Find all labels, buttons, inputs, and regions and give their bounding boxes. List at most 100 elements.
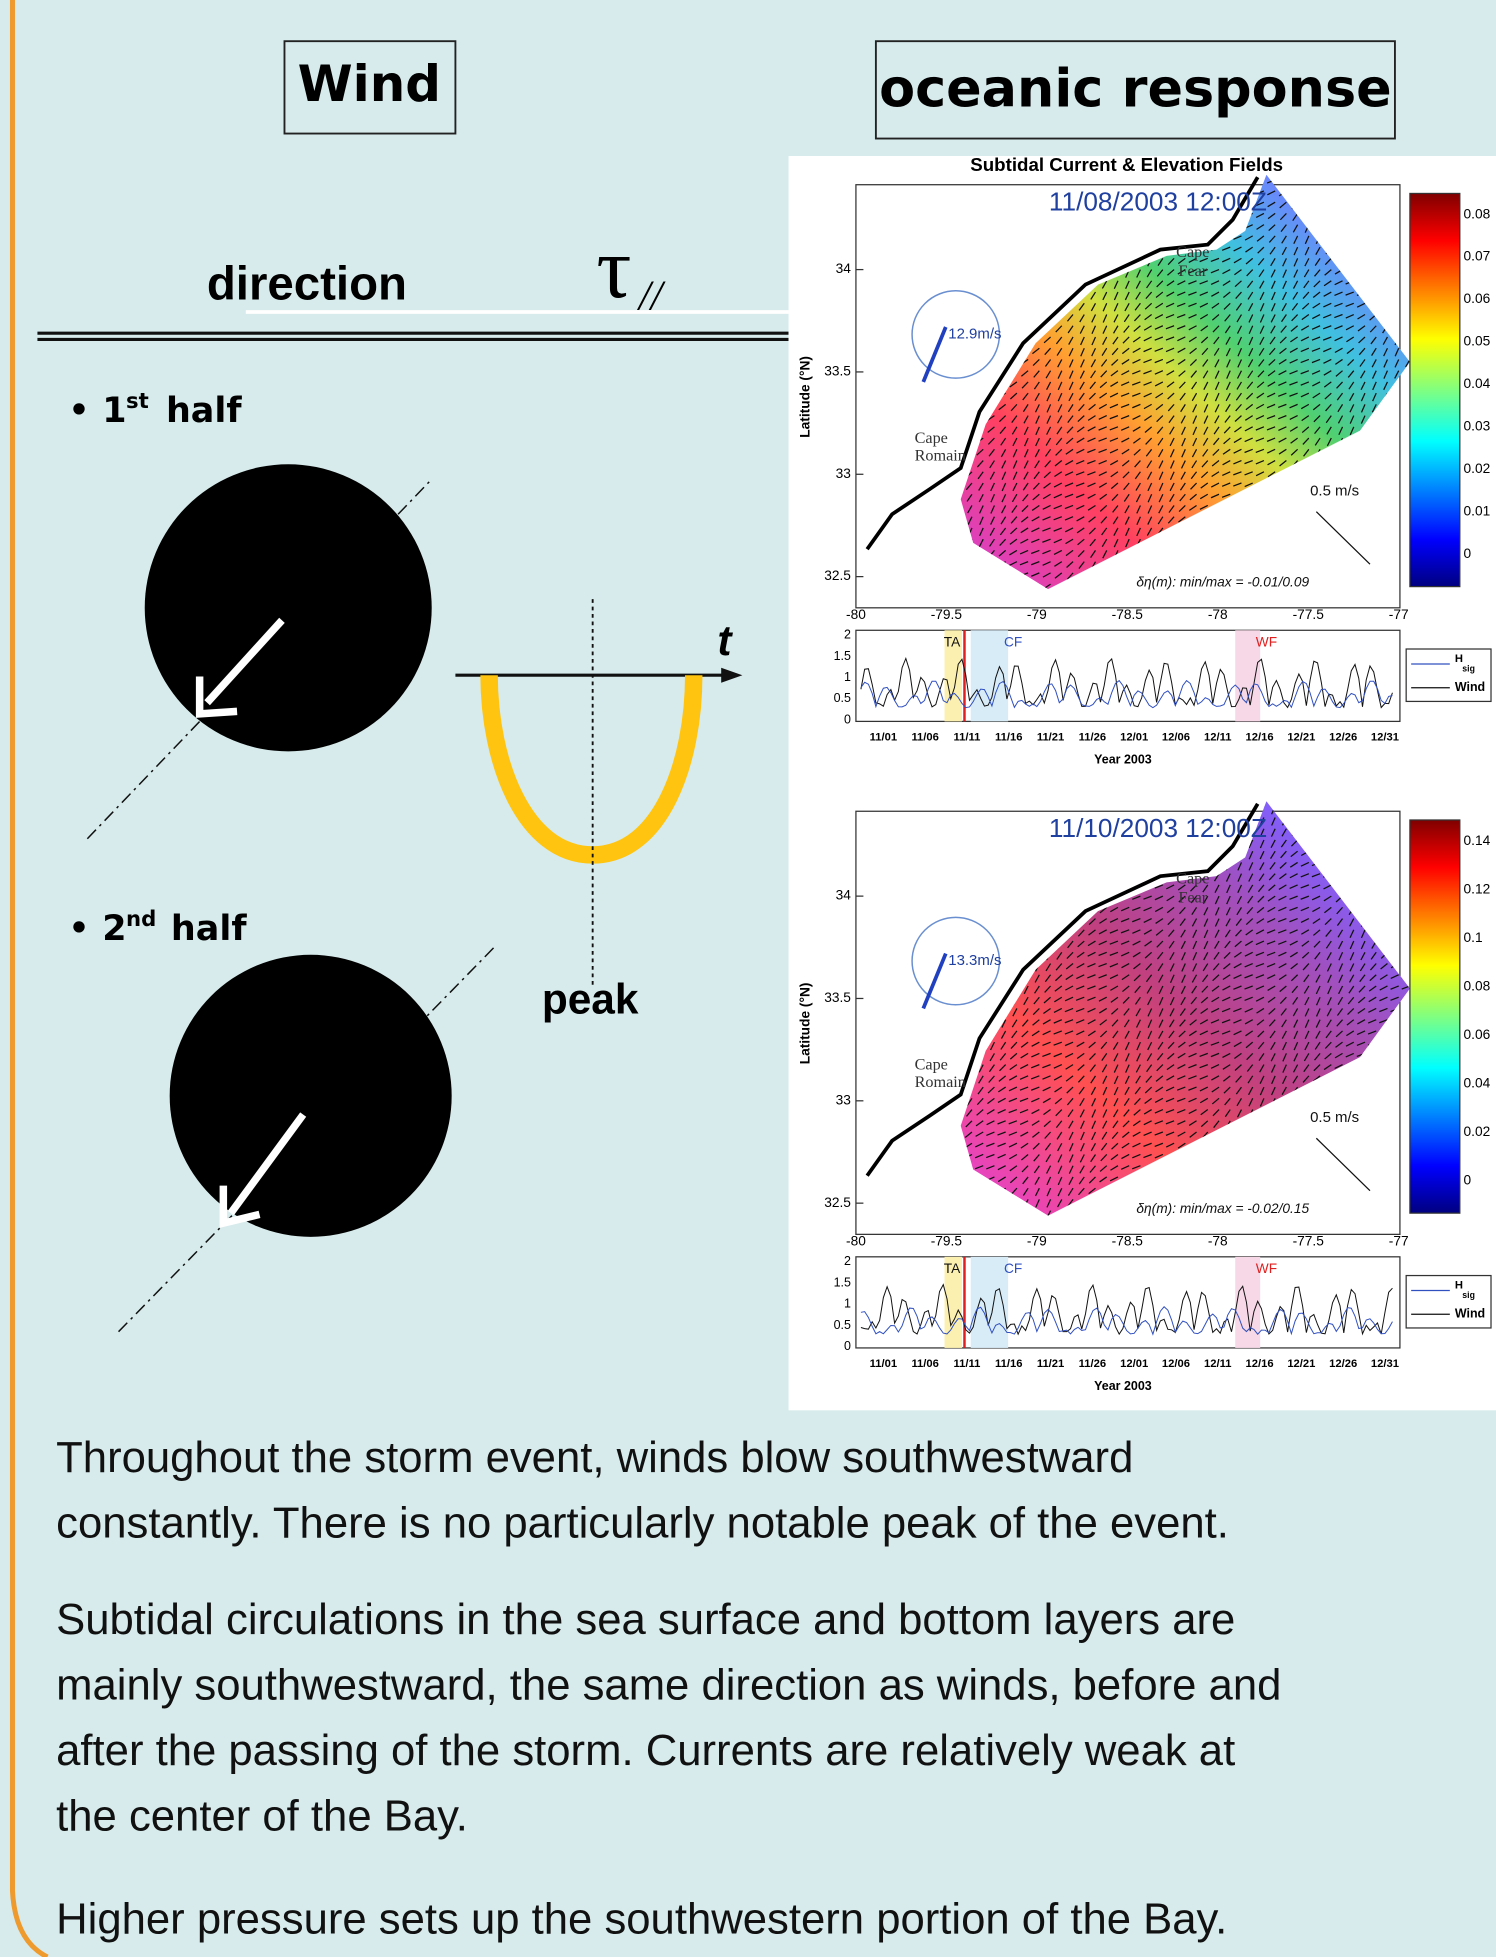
x-tick-label: 12/06 [1162,1358,1190,1370]
colorbar [1410,193,1460,586]
paragraph-line: after the passing of the storm. Currents… [56,1726,1235,1775]
x-tick-label: -77 [1389,607,1409,622]
timestamp: 11/08/2003 12:00Z [1049,186,1267,216]
paragraph-line: Throughout the storm event, winds blow s… [56,1433,1133,1482]
x-tick-label: 11/11 [954,1358,981,1370]
colorbar-label: 0.04 [1464,376,1491,391]
colorbar-label: 0.14 [1464,833,1491,848]
colorbar-label: 0.1 [1464,930,1483,945]
axis-title: Latitude (°N) [798,356,813,438]
colorbar-label: 0.02 [1464,1124,1491,1139]
x-tick-label: -79.5 [931,1233,963,1248]
y-tick-label: 33.5 [824,990,851,1005]
y-tick-label: 2 [844,628,851,642]
x-tick-label: 11/26 [1079,1358,1106,1370]
y-tick-label: 0.5 [834,691,851,705]
x-tick-label: 11/11 [954,732,981,744]
colorbar-label: 0 [1464,1172,1472,1187]
speed-label: 12.9m/s [948,325,1001,342]
x-tick-label: -79.5 [931,607,963,622]
x-tick-label: 11/01 [870,732,897,744]
wind-disk [145,464,432,751]
y-tick-label: 2 [844,1254,851,1268]
event-label: CF [1004,634,1022,649]
x-tick-label: 12/16 [1246,1358,1274,1370]
x-tick-label: 12/31 [1371,732,1399,744]
axis-label: t [717,617,733,664]
x-tick-label: -78 [1208,607,1228,622]
x-tick-label: 12/01 [1120,732,1148,744]
colorbar-label: 0.01 [1464,503,1491,518]
legend-label: Wind [1455,1307,1485,1321]
y-tick-label: 34 [836,261,852,276]
x-tick-label: 12/16 [1246,732,1274,744]
place-label: Cape [1176,243,1209,261]
colorbar-label: 0.08 [1464,978,1491,993]
event-label: TA [944,634,961,649]
place-label: Fear [1178,262,1207,280]
colorbar-label: 0.08 [1464,206,1491,221]
minmax-label: δη(m): min/max = -0.01/0.09 [1136,574,1309,589]
y-tick-label: 32.5 [824,1195,851,1210]
y-tick-label: 0.5 [834,1318,851,1332]
label: half [171,909,247,949]
colorbar-label: 0.07 [1464,249,1491,264]
y-tick-label: 33 [836,466,852,481]
x-tick-label: -79 [1027,1233,1047,1248]
place-label: Cape [1176,870,1209,888]
x-tick-label: -78.5 [1112,607,1144,622]
y-tick-label: 33.5 [824,364,851,379]
colorbar-label: 0 [1464,546,1472,561]
colorbar-label: 0.02 [1464,461,1491,476]
place-label: Romain [915,1073,966,1091]
x-tick-label: 12/26 [1329,1358,1357,1370]
x-tick-label: 12/21 [1287,1358,1315,1370]
axis-title: Year 2003 [1094,752,1152,766]
timestamp: 11/10/2003 12:00Z [1049,813,1267,843]
x-tick-label: 12/11 [1204,732,1231,744]
axis-title: Latitude (°N) [798,983,813,1065]
speed-label: 13.3m/s [948,952,1001,969]
event-label: TA [944,1261,961,1276]
colorbar-label: 0.05 [1464,334,1491,349]
x-tick-label: 12/11 [1204,1358,1231,1370]
x-tick-label: -78.5 [1112,1233,1144,1248]
x-tick-label: 12/01 [1120,1358,1148,1370]
paragraph-line: Higher pressure sets up the southwestern… [56,1895,1227,1944]
heading: oceanic response [879,58,1392,119]
x-tick-label: 11/16 [995,1358,1022,1370]
scale-label: 0.5 m/s [1310,483,1359,500]
colorbar-label: 0.06 [1464,291,1491,306]
event-label: WF [1256,634,1277,649]
x-tick-label: -78 [1208,1233,1228,1248]
arrow-head [721,668,742,683]
x-tick-label: 11/21 [1037,1358,1064,1370]
x-tick-label: 11/01 [870,1358,897,1370]
axis-title: Year 2003 [1094,1379,1152,1393]
y-tick-label: 33 [836,1092,852,1107]
timeseries-frame [856,630,1400,721]
y-tick-label: 1 [844,670,851,684]
place-label: Cape [915,1056,948,1074]
label: peak [542,975,639,1022]
paragraph-line: the center of the Bay. [56,1792,468,1841]
place-label: Fear [1178,888,1207,906]
bullet: • [69,391,90,429]
label: 2 [102,909,126,949]
legend-label: Wind [1455,680,1485,694]
place-label: Cape [915,429,948,447]
x-tick-label: -80 [846,607,866,622]
x-tick-label: -79 [1027,607,1047,622]
paragraph-line: constantly. There is no particularly not… [56,1498,1229,1547]
label: nd [126,907,156,932]
label: st [126,389,149,414]
x-tick-label: 12/21 [1287,732,1315,744]
poster-panel: Wind oceanic response direction τ // • 1… [0,0,1496,1957]
x-tick-label: 12/06 [1162,732,1190,744]
label: half [166,391,242,431]
label: direction [207,258,407,311]
paragraph-line: mainly southwestward, the same direction… [56,1661,1281,1710]
x-tick-label: 12/26 [1329,732,1357,744]
x-tick-label: -77.5 [1293,1233,1325,1248]
legend-label: sig [1462,1290,1475,1300]
